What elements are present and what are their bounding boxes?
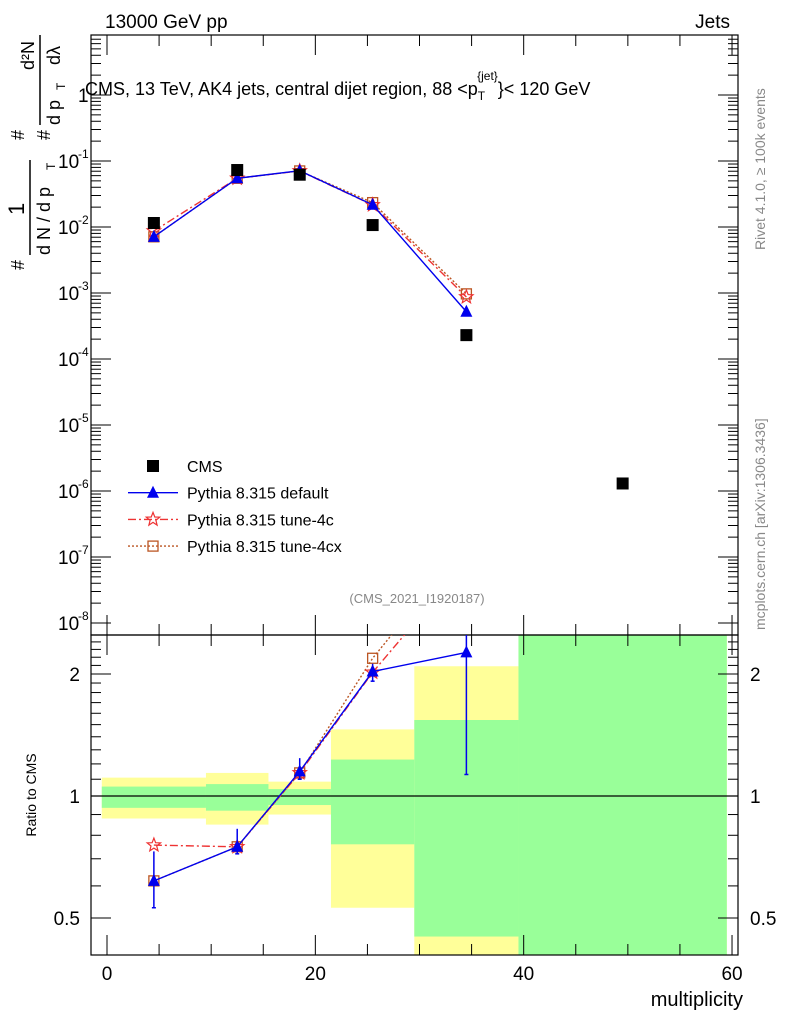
series-line-open-square [153, 170, 467, 295]
ratio-y-tick-label: 0.5 [54, 909, 80, 930]
main-y-axis: 110-110-210-310-410-510-610-710-8 [58, 38, 738, 635]
mcplots-credit: mcplots.cern.ch [arXiv:1306.3436] [752, 418, 768, 630]
data-point-triangle [231, 171, 244, 184]
y-tick-label: 10 [58, 482, 79, 503]
data-point-triangle [147, 229, 160, 242]
svg-text:1: 1 [4, 203, 29, 215]
y-tick-exponent: -8 [78, 609, 89, 623]
x-tick-label: 60 [721, 964, 742, 985]
legend-label: CMS [187, 459, 223, 476]
y-tick-label: 10 [58, 284, 79, 305]
ratio-y-tick-label: 1 [69, 787, 80, 808]
svg-text:#: # [8, 260, 28, 270]
x-tick-label: 20 [305, 964, 326, 985]
y-tick-exponent: -4 [78, 345, 89, 359]
stat-uncertainty-band [205, 784, 269, 811]
y-tick-exponent: -6 [78, 477, 89, 491]
ratio-y-label: Ratio to CMS [23, 753, 39, 836]
cms-data-point [616, 477, 629, 490]
x-tick-label: 40 [513, 964, 534, 985]
svg-text:d²N: d²N [18, 41, 38, 70]
svg-text:T: T [44, 162, 58, 170]
plot-title: CMS, 13 TeV, AK4 jets, central dijet reg… [85, 69, 590, 103]
ratio-axes: 0.5 0.51 12 20 20 40 60 [54, 35, 776, 985]
main-series [145, 162, 629, 490]
series-line-star [153, 170, 467, 298]
data-point-triangle [460, 304, 473, 317]
svg-text:#: # [8, 130, 28, 140]
header-left: 13000 GeV pp [105, 12, 228, 33]
y-tick-label: 10 [58, 548, 79, 569]
legend-marker-star [144, 510, 162, 527]
y-tick-label: 10 [58, 218, 79, 239]
ratio-y-tick-label-right: 2 [750, 665, 761, 686]
header-right: Jets [695, 12, 730, 33]
legend-marker-triangle [147, 485, 159, 498]
analysis-id: (CMS_2021_I1920187) [349, 591, 484, 606]
stat-uncertainty-band [101, 786, 206, 808]
y-tick-label: 10 [58, 416, 79, 437]
cms-data-point [231, 164, 244, 177]
data-point-star [458, 288, 475, 305]
ratio-bands [101, 635, 727, 955]
y-tick-label: 10 [58, 152, 79, 173]
y-tick-label: 1 [78, 86, 89, 107]
cms-data-point [460, 329, 473, 342]
ratio-y-tick-label: 2 [69, 665, 80, 686]
stat-uncertainty-band [518, 635, 727, 955]
ratio-frame [90, 634, 739, 956]
rivet-version: Rivet 4.1.0, ≥ 100k events [752, 88, 768, 250]
ratio-series [145, 538, 473, 909]
svg-text:d p: d p [44, 100, 64, 125]
y-tick-exponent: -5 [78, 411, 89, 425]
y-tick-exponent: -7 [78, 543, 89, 557]
ratio-point-star [145, 836, 163, 853]
legend: CMS Pythia 8.315 default Pythia 8.315 tune… [128, 459, 342, 556]
cms-data-point [366, 219, 379, 232]
legend-marker-square [147, 460, 159, 472]
y-tick-exponent: -2 [78, 213, 89, 227]
series-line-triangle [153, 169, 467, 313]
x-tick-label: 0 [102, 964, 113, 985]
svg-text:dλ: dλ [44, 46, 64, 65]
ratio-point-open-square [461, 538, 471, 548]
svg-text:d N / d p: d N / d p [34, 187, 54, 255]
x-axis-label: multiplicity [651, 989, 743, 1011]
data-point-triangle [366, 197, 379, 210]
y-tick-exponent: -1 [78, 147, 89, 161]
svg-text:#: # [34, 130, 54, 140]
cms-data-point [147, 216, 160, 229]
stat-uncertainty-band [330, 759, 415, 845]
y-tick-label: 10 [58, 614, 79, 635]
svg-text:T: T [54, 82, 68, 90]
main-y-label: # 1 d N / d p T # d²N d p T dλ # [4, 35, 68, 270]
legend-marker-open-square [147, 540, 159, 552]
legend-label: Pythia 8.315 default [187, 486, 329, 503]
legend-label: Pythia 8.315 tune-4cx [187, 539, 342, 556]
legend-label: Pythia 8.315 tune-4c [187, 512, 334, 529]
y-tick-label: 10 [58, 350, 79, 371]
stat-uncertainty-band [268, 789, 331, 806]
ratio-y-tick-label-right: 0.5 [750, 909, 776, 930]
ratio-point-star [460, 555, 473, 568]
ratio-point-open-square [366, 652, 379, 664]
y-tick-exponent: -3 [78, 279, 89, 293]
cms-data-point [293, 168, 306, 181]
ratio-y-tick-label-right: 1 [750, 787, 761, 808]
